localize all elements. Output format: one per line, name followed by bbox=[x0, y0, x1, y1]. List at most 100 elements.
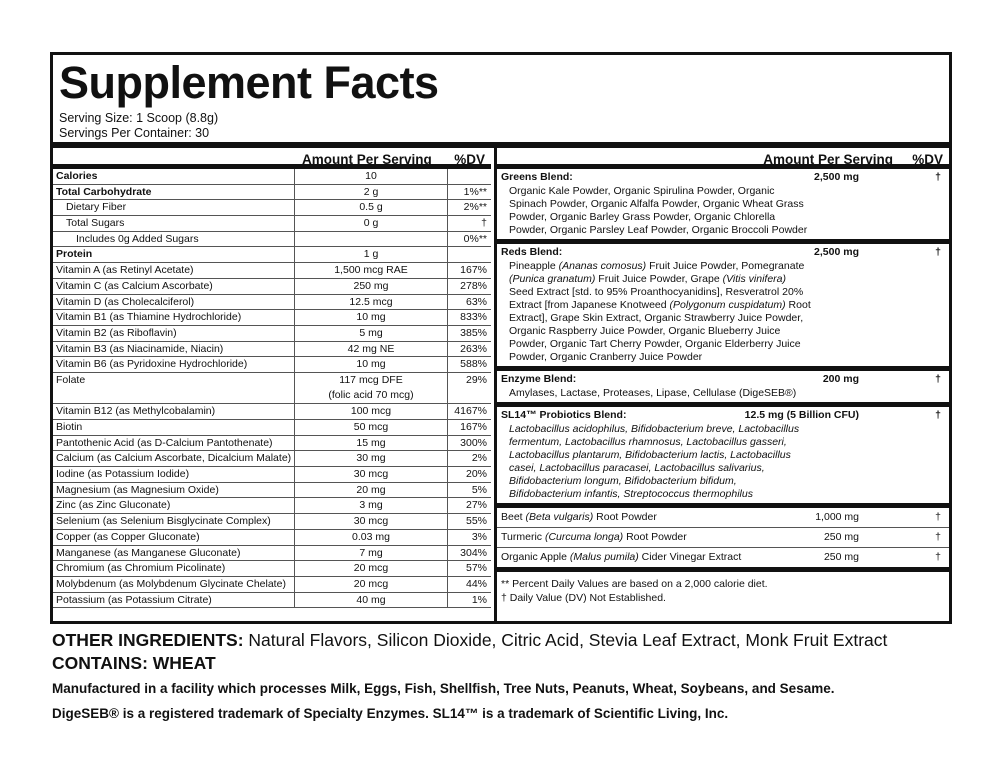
supplement-facts-panel: Supplement Facts Serving Size: 1 Scoop (… bbox=[50, 52, 952, 624]
blend-amount: 2,500 mg bbox=[814, 171, 859, 183]
nutrient-name: Dietary Fiber bbox=[66, 201, 127, 214]
nutrient-dv: 2%** bbox=[463, 201, 487, 214]
blend-header: Enzyme Blend: 200 mg † bbox=[501, 373, 945, 386]
nutrient-dv: 3% bbox=[471, 530, 487, 543]
nutrient-name: Vitamin B3 (as Niacinamide, Niacin) bbox=[56, 342, 224, 355]
nutrient-amount: 30 mcg bbox=[294, 514, 448, 529]
blend-amount: 200 mg bbox=[822, 373, 859, 385]
text-segment: Beet bbox=[501, 511, 526, 523]
table-row: Pantothenic Acid (as D-Calcium Pantothen… bbox=[53, 435, 491, 452]
blend-name: Greens Blend: bbox=[501, 171, 573, 183]
nutrient-name: Vitamin B12 (as Methylcobalamin) bbox=[56, 405, 216, 418]
table-row: Organic Apple (Malus pumila) Cider Vineg… bbox=[497, 548, 949, 572]
header-dv: %DV bbox=[454, 152, 485, 167]
nutrient-dv: 304% bbox=[460, 546, 487, 559]
table-row: Beet (Beta vulgaris) Root Powder 1,000 mg… bbox=[497, 508, 949, 528]
amount-value: 3 mg bbox=[359, 499, 383, 512]
table-row: Chromium (as Chromium Picolinate) 20 mcg 5… bbox=[53, 561, 491, 577]
nutrient-name: Calories bbox=[56, 170, 98, 182]
blend-table: Amount Per Serving %DV Greens Blend: 2,50… bbox=[494, 148, 949, 621]
nutrient-amount: 0.5 g bbox=[294, 200, 448, 216]
amount-value: 0 g bbox=[363, 217, 379, 230]
blend-section: Reds Blend: 2,500 mg † Pineapple (Ananas co… bbox=[497, 244, 949, 371]
text-segment: Amylases, Lactase, Proteases, Lipase, Ce… bbox=[509, 387, 797, 399]
table-row: Magnesium (as Magnesium Oxide) 20 mg 5% bbox=[53, 482, 491, 499]
nutrient-dv: 29% bbox=[465, 373, 487, 386]
nutrient-name: Calcium (as Calcium Ascorbate, Dicalcium… bbox=[56, 452, 292, 465]
nutrient-dv: 167% bbox=[460, 264, 487, 277]
table-row: Vitamin B3 (as Niacinamide, Niacin) 42 mg… bbox=[53, 341, 491, 358]
amount-value: 20 mg bbox=[356, 483, 386, 496]
table-row: Protein 1 g bbox=[53, 247, 491, 264]
table-header: Amount Per Serving %DV bbox=[53, 148, 491, 169]
nutrient-dv: 2% bbox=[471, 452, 487, 465]
text-segment: Seed Extract [std. to 95% Proanthocyanid… bbox=[509, 286, 804, 311]
nutrient-name: Zinc (as Zinc Gluconate) bbox=[56, 499, 171, 512]
blend-name: Reds Blend: bbox=[501, 246, 563, 258]
table-row: Potassium (as Potassium Citrate) 40 mg 1% bbox=[53, 592, 491, 609]
nutrient-amount: 50 mcg bbox=[294, 420, 448, 435]
amount-value: 20 mcg bbox=[353, 577, 389, 590]
table-row: Manganese (as Manganese Gluconate) 7 mg 30… bbox=[53, 545, 491, 562]
blend-header: SL14™ Probiotics Blend: 12.5 mg (5 Billio… bbox=[501, 409, 945, 422]
nutrient-table: Amount Per Serving %DV Calories 10 Total C… bbox=[53, 148, 491, 621]
text-segment: (Polygonum cuspidatum) bbox=[669, 299, 786, 311]
nutrient-amount: 0 g bbox=[294, 216, 448, 231]
header-dv: %DV bbox=[912, 152, 943, 167]
amount-value: 10 mg bbox=[356, 358, 386, 371]
nutrient-name: Vitamin B2 (as Riboflavin) bbox=[56, 326, 177, 339]
table-row: Total Sugars 0 g † bbox=[53, 216, 491, 232]
blend-ingredients: Amylases, Lactase, Proteases, Lipase, Ce… bbox=[501, 387, 811, 400]
amount-value: 20 mcg bbox=[353, 562, 389, 575]
amount-value: 30 mg bbox=[356, 452, 386, 465]
nutrient-name: Iodine (as Potassium Iodide) bbox=[56, 468, 190, 481]
blend-header: Greens Blend: 2,500 mg † bbox=[501, 171, 945, 184]
amount-value: 5 mg bbox=[359, 326, 383, 339]
text-segment: Fruit Juice Powder, Grape bbox=[595, 273, 723, 285]
nutrient-dv: 1%** bbox=[463, 185, 487, 198]
ingredient-name: Beet (Beta vulgaris) Root Powder bbox=[501, 511, 657, 523]
nutrient-name: Selenium (as Selenium Bisglycinate Compl… bbox=[56, 515, 271, 528]
nutrient-dv: 588% bbox=[460, 358, 487, 371]
nutrient-amount: 42 mg NE bbox=[294, 341, 448, 357]
nutrient-amount: 10 mg bbox=[294, 310, 448, 325]
table-header: Amount Per Serving %DV bbox=[497, 148, 949, 169]
blend-section: Enzyme Blend: 200 mg † Amylases, Lactase, P… bbox=[497, 371, 949, 407]
nutrient-amount: 10 mg bbox=[294, 357, 448, 372]
table-row: Zinc (as Zinc Gluconate) 3 mg 27% bbox=[53, 498, 491, 515]
panel-title: Supplement Facts bbox=[59, 57, 439, 108]
footnote: † Daily Value (DV) Not Established. bbox=[501, 592, 666, 604]
nutrient-amount: 7 mg bbox=[294, 545, 448, 561]
blend-amount: 12.5 mg (5 Billion CFU) bbox=[744, 409, 859, 421]
text-segment: Root Powder bbox=[593, 511, 657, 523]
nutrient-dv: 278% bbox=[460, 279, 487, 292]
text-segment: Root Extract], Grape Skin Extract, Organ… bbox=[509, 299, 811, 363]
amount-value: 42 mg NE bbox=[347, 342, 395, 355]
nutrient-dv: 63% bbox=[465, 295, 487, 308]
nutrient-dv: 385% bbox=[460, 326, 487, 339]
nutrient-amount: 3 mg bbox=[294, 498, 448, 514]
table-row: Dietary Fiber 0.5 g 2%** bbox=[53, 200, 491, 217]
blend-dv: † bbox=[935, 409, 941, 421]
allergen-statement: Manufactured in a facility which process… bbox=[52, 681, 835, 696]
amount-value: 1 g bbox=[363, 248, 379, 261]
amount-value: 7 mg bbox=[359, 546, 383, 559]
table-row: Vitamin C (as Calcium Ascorbate) 250 mg 27… bbox=[53, 278, 491, 295]
nutrient-amount: 30 mg bbox=[294, 451, 448, 467]
nutrient-name: Molybdenum (as Molybdenum Glycinate Chel… bbox=[56, 577, 286, 590]
table-row: Vitamin B2 (as Riboflavin) 5 mg 385% bbox=[53, 325, 491, 342]
table-row: Molybdenum (as Molybdenum Glycinate Chel… bbox=[53, 576, 491, 593]
amount-value: 10 mg bbox=[356, 311, 386, 324]
amount-value: 0.03 mg bbox=[352, 530, 390, 543]
nutrient-name: Vitamin A (as Retinyl Acetate) bbox=[56, 264, 194, 277]
amount-value: 12.5 mcg bbox=[349, 295, 393, 308]
nutrient-amount: 20 mg bbox=[294, 482, 448, 498]
ingredient-amount: 250 mg bbox=[823, 551, 859, 563]
blend-ingredients: Pineapple (Ananas comosus) Fruit Juice P… bbox=[501, 260, 811, 364]
amount-value: 15 mg bbox=[356, 436, 386, 449]
table-row: Copper (as Copper Gluconate) 0.03 mg 3% bbox=[53, 529, 491, 546]
nutrient-dv: 263% bbox=[460, 342, 487, 355]
nutrient-dv: 4167% bbox=[454, 405, 487, 418]
amount-value: 40 mg bbox=[356, 593, 386, 606]
nutrient-name: Manganese (as Manganese Gluconate) bbox=[56, 546, 241, 559]
